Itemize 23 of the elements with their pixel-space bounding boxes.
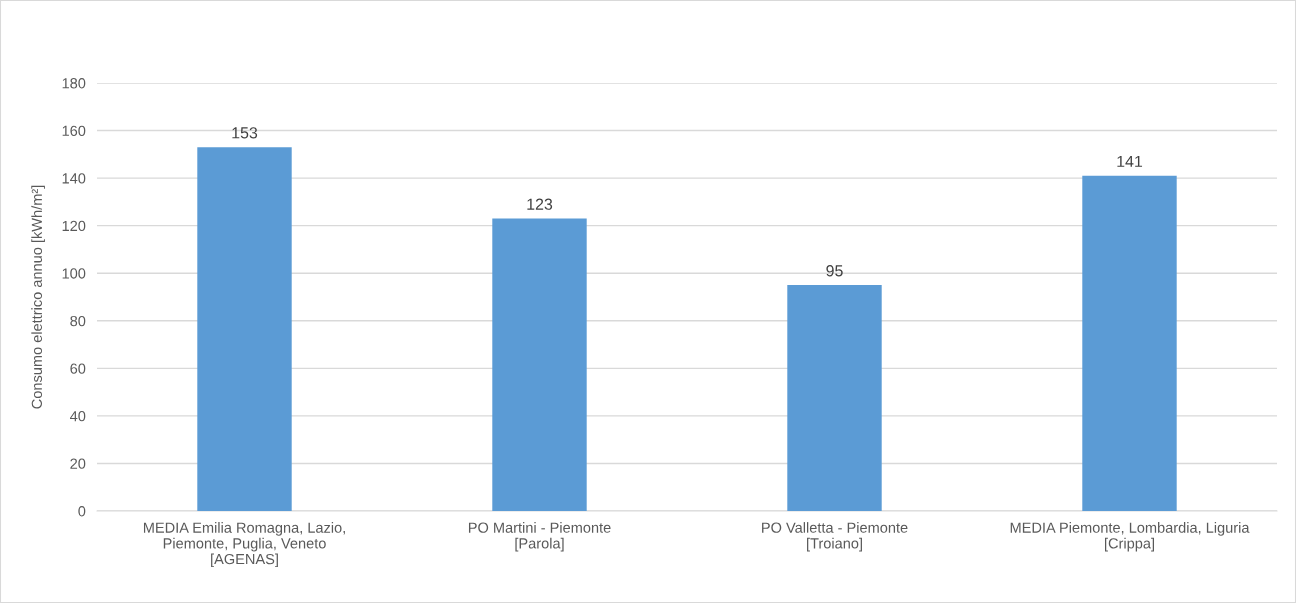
x-tick-label: MEDIA Piemonte, Lombardia, Liguria [Crippa] xyxy=(1010,522,1250,552)
y-tick-label: 0 xyxy=(78,506,86,517)
y-tick-label: 120 xyxy=(62,220,86,232)
y-tick-label: 160 xyxy=(62,125,86,136)
bar xyxy=(1082,175,1177,511)
y-tick-label: 60 xyxy=(70,363,86,374)
y-tick-label: 140 xyxy=(62,173,86,184)
data-label: 141 xyxy=(1117,155,1143,167)
bar xyxy=(787,285,882,511)
bar xyxy=(492,218,587,511)
x-tick-label: PO Valletta - Piemonte [Troiano] xyxy=(762,522,908,552)
data-label: 95 xyxy=(826,265,843,277)
bar xyxy=(197,147,292,511)
y-tick-label: 80 xyxy=(70,315,86,327)
x-tick-label: PO Martini - Piemonte [Parola] xyxy=(468,522,611,552)
y-tick-label: 40 xyxy=(70,410,86,422)
y-tick-label: 180 xyxy=(62,78,86,89)
data-label: 153 xyxy=(232,127,258,139)
y-tick-label: 20 xyxy=(70,458,86,469)
y-tick-label: 100 xyxy=(62,268,86,279)
data-label: 123 xyxy=(527,198,553,210)
y-axis-title: Consumo elettrico annuo [kWh/m²] xyxy=(31,185,45,409)
x-tick-label: MEDIA Emilia Romagna, Lazio, Piemonte, Puglia, Veneto [AGENAS] xyxy=(143,522,345,568)
